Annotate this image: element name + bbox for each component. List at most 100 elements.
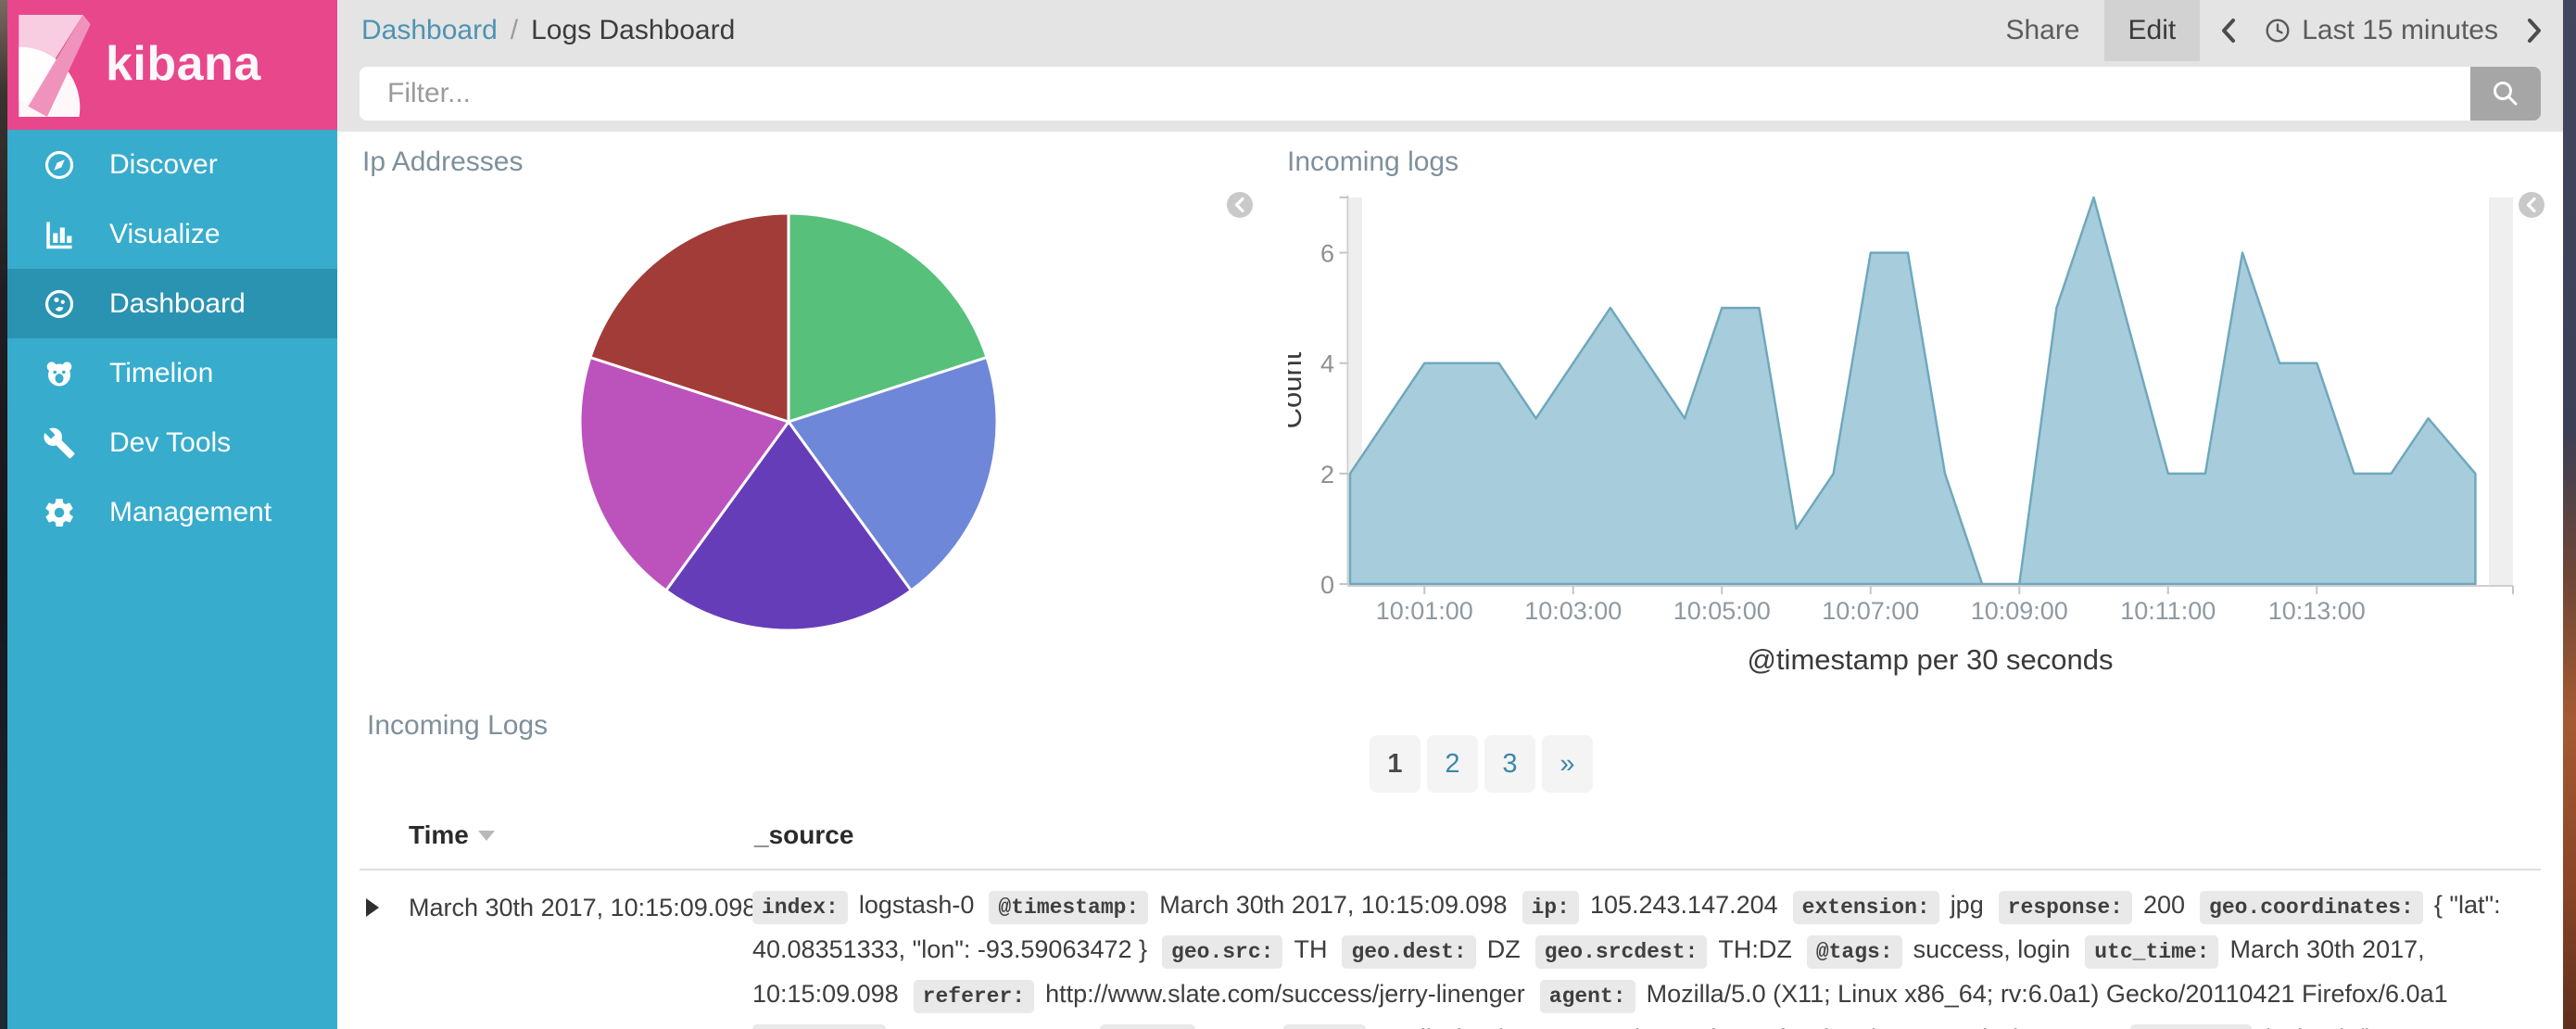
breadcrumb-dashboard-link[interactable]: Dashboard xyxy=(361,15,498,45)
sidebar-item-visualize[interactable]: Visualize xyxy=(7,199,337,269)
sidebar-item-discover[interactable]: Discover xyxy=(7,130,337,199)
table-header-source: _source xyxy=(754,820,854,849)
field-value: TH xyxy=(1294,935,1328,963)
kibana-logo-header[interactable]: kibana xyxy=(7,0,337,130)
logs-panel-title: Incoming Logs xyxy=(367,710,549,741)
field-key-badge: geo.srcdest: xyxy=(1534,935,1708,969)
sidebar-item-timelion[interactable]: Timelion xyxy=(7,338,337,408)
search-button[interactable] xyxy=(2470,67,2541,121)
field-key-badge: ip: xyxy=(1522,891,1579,924)
sidebar-nav: Discover Visualize Dashboard Timelion Dev To… xyxy=(7,130,337,547)
field-key-badge: request: xyxy=(2130,1024,2252,1029)
x-tick-label: 10:13:00 xyxy=(2268,597,2366,625)
pie-slice-blue[interactable] xyxy=(786,355,999,593)
field-value: 105.243.147.204 xyxy=(897,1024,1085,1029)
endzone-right xyxy=(2489,197,2513,586)
field-key-badge: extension: xyxy=(1792,891,1939,924)
y-tick-label: 0 xyxy=(1320,571,1334,599)
topbar-actions: Share Edit Last 15 minutes xyxy=(1981,0,2563,61)
field-value: 2,160 xyxy=(1206,1024,1269,1029)
time-back-button[interactable] xyxy=(2200,0,2257,61)
pie-panel-title: Ip Addresses xyxy=(362,146,524,177)
sidebar-item-label: Dev Tools xyxy=(109,426,232,458)
pie-slice-dark-red[interactable] xyxy=(588,211,790,425)
field-value: logstash-0 xyxy=(858,891,975,919)
dashboard-content: Ip Addresses Incoming logs 0 2 4 6 10:01:00 1… xyxy=(337,132,2563,1029)
field-key-badge: utc_time: xyxy=(2085,935,2219,969)
field-value: Mozilla/5.0 (X11; Linux x86_64; rv:6.0a1… xyxy=(1646,980,2448,1008)
chevron-left-icon xyxy=(2222,19,2236,43)
field-value: media-for-the-masses.theacademyofperform… xyxy=(1377,1024,2115,1029)
pie-slice-green[interactable] xyxy=(787,211,989,425)
sidebar-item-label: Discover xyxy=(109,148,218,180)
ip-addresses-pie-chart[interactable] xyxy=(577,210,1000,633)
time-picker-button[interactable]: Last 15 minutes xyxy=(2257,0,2506,61)
area-series[interactable] xyxy=(1348,196,2477,586)
desktop-edge-left xyxy=(0,0,7,1029)
field-value: /uploads/jerry-linenger.jpg xyxy=(752,1024,2421,1029)
search-input[interactable] xyxy=(360,67,2470,121)
field-key-badge: bytes: xyxy=(1099,1024,1195,1029)
search-icon xyxy=(2494,82,2518,106)
x-tick-label: 10:07:00 xyxy=(1822,597,1919,625)
x-tick-label: 10:09:00 xyxy=(1971,597,2068,625)
field-value: TH:DZ xyxy=(1718,935,1792,963)
field-value: March 30th 2017, 10:15:09.098 xyxy=(1159,891,1508,919)
pagination-next-button[interactable]: » xyxy=(1542,735,1593,793)
sidebar-item-label: Management xyxy=(109,496,272,527)
sidebar-item-dashboard[interactable]: Dashboard xyxy=(7,269,337,338)
time-range-label: Last 15 minutes xyxy=(2302,15,2498,45)
pagination-page-3[interactable]: 3 xyxy=(1484,735,1535,793)
pagination-page-2[interactable]: 2 xyxy=(1427,735,1478,793)
table-row-source: index: logstash-0 @timestamp: March 30th 20… xyxy=(752,883,2554,1029)
field-key-badge: referer: xyxy=(913,980,1035,1013)
field-key-badge: host: xyxy=(1283,1024,1367,1029)
field-value: March 30th 2017, 10:15:09.098 xyxy=(752,935,2425,1008)
y-tick-label: 4 xyxy=(1320,350,1334,378)
time-forward-button[interactable] xyxy=(2506,0,2563,61)
pie-slice-purple[interactable] xyxy=(663,419,914,632)
area-legend-toggle-button[interactable] xyxy=(2519,192,2544,218)
field-key-badge: geo.dest: xyxy=(1342,935,1476,969)
field-value: http://www.slate.com/success/jerry-linen… xyxy=(1045,980,1525,1008)
top-navbar: Dashboard / Logs Dashboard Share Edit La… xyxy=(337,0,2563,61)
pie-slice-magenta[interactable] xyxy=(578,355,791,593)
edit-button[interactable]: Edit xyxy=(2103,0,2201,61)
field-key-badge: index: xyxy=(752,891,848,924)
sort-desc-icon xyxy=(477,830,495,841)
x-tick-label: 10:11:00 xyxy=(2120,597,2216,625)
table-header-divider xyxy=(360,869,2541,870)
field-value: 105.243.147.204 xyxy=(1589,891,1778,919)
gear-icon xyxy=(43,496,76,529)
field-key-badge: agent: xyxy=(1539,980,1635,1013)
breadcrumb-current: Logs Dashboard xyxy=(531,15,736,45)
field-key-badge: response: xyxy=(1998,891,2132,924)
field-key-badge: geo.coordinates: xyxy=(2200,891,2423,924)
row-expand-button[interactable] xyxy=(366,898,379,917)
pagination-page-1[interactable]: 1 xyxy=(1370,735,1421,793)
sidebar-item-management[interactable]: Management xyxy=(7,477,337,547)
incoming-logs-area-chart[interactable]: 0 2 4 6 10:01:00 10:03:00 10:05:00 10:07:00 10:0… xyxy=(1288,167,2557,679)
pie-legend-toggle-button[interactable] xyxy=(1227,192,1253,218)
breadcrumb: Dashboard / Logs Dashboard xyxy=(337,0,735,61)
x-tick-label: 10:03:00 xyxy=(1524,597,1622,625)
table-row-time: March 30th 2017, 10:15:09.098 xyxy=(409,894,757,921)
sidebar-item-label: Timelion xyxy=(109,357,214,388)
field-value: 200 xyxy=(2142,891,2186,919)
sidebar-item-dev-tools[interactable]: Dev Tools xyxy=(7,408,337,477)
filter-bar xyxy=(337,61,2563,132)
field-value: success, login xyxy=(1913,935,2071,963)
barchart-icon xyxy=(43,218,76,251)
pagination: 1 2 3» xyxy=(1370,735,1593,793)
field-key-badge: clientip: xyxy=(752,1024,887,1029)
chevron-right-icon xyxy=(2528,19,2541,43)
share-button[interactable]: Share xyxy=(2005,15,2080,45)
kibana-logo-icon xyxy=(19,15,91,117)
collapse-chevron-icon xyxy=(2519,192,2544,218)
y-tick-label: 2 xyxy=(1320,461,1334,489)
app-title: kibana xyxy=(106,36,261,91)
sidebar-item-label: Dashboard xyxy=(109,287,246,319)
table-header-time[interactable]: Time xyxy=(409,815,495,856)
breadcrumb-separator: / xyxy=(510,15,519,45)
